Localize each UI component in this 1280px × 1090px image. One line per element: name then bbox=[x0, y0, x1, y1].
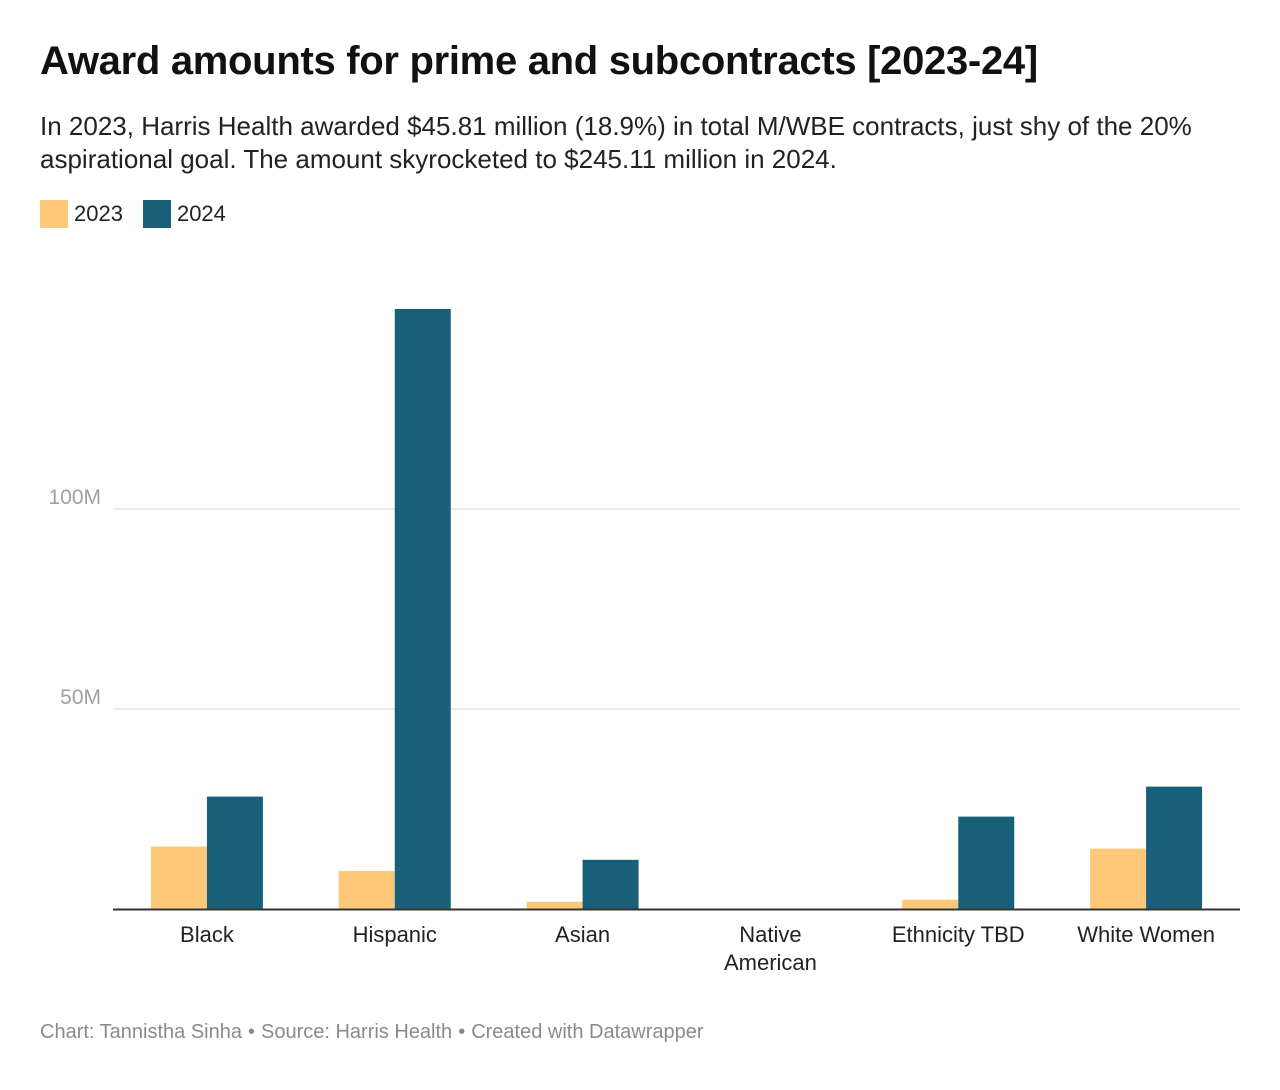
y-tick-label: 100M bbox=[48, 486, 101, 509]
x-tick-label: Ethnicity TBD bbox=[892, 922, 1025, 947]
legend-item-2023: 2023 bbox=[40, 200, 123, 228]
footer-credit: Chart: Tannistha Sinha bbox=[40, 1021, 242, 1043]
bar-2024-hispanic bbox=[394, 309, 451, 909]
bar-2023-white-women bbox=[1090, 848, 1147, 909]
legend-label-2023: 2023 bbox=[74, 201, 123, 226]
y-tick-label: 50M bbox=[60, 686, 101, 709]
legend-swatch-2023 bbox=[40, 200, 68, 228]
bar-2024-asian bbox=[582, 859, 639, 909]
bar-2023-asian bbox=[526, 901, 583, 909]
legend-item-2024: 2024 bbox=[142, 200, 226, 228]
footer-source: Source: Harris Health bbox=[261, 1021, 453, 1043]
footer-tool: Created with Datawrapper bbox=[471, 1021, 704, 1043]
legend-swatch-2024 bbox=[142, 200, 171, 228]
x-tick-label: Native American bbox=[724, 922, 817, 975]
x-tick-label: Asian bbox=[555, 922, 610, 947]
footer-separator: • bbox=[458, 1021, 466, 1043]
chart-title: Award amounts for prime and subcontracts… bbox=[40, 39, 1038, 83]
bar-2024-black bbox=[206, 796, 263, 909]
chart-footer: Chart: Tannistha Sinha • Source: Harris He… bbox=[40, 1021, 704, 1044]
bar-2024-white-women bbox=[1146, 786, 1203, 909]
x-tick-label: Hispanic bbox=[353, 922, 437, 947]
legend: 2023 2024 bbox=[40, 200, 246, 228]
bar-2023-hispanic bbox=[338, 871, 395, 909]
x-tick-label: White Women bbox=[1077, 922, 1215, 947]
bar-2024-ethnicity-tbd bbox=[958, 816, 1015, 909]
bar-2023-ethnicity-tbd bbox=[902, 899, 959, 909]
legend-label-2024: 2024 bbox=[176, 201, 226, 226]
bar-2023-black bbox=[150, 846, 207, 909]
footer-separator: • bbox=[247, 1021, 255, 1043]
bar-chart: 50M 100M Black Hispanic Asian Native American E… bbox=[48, 309, 1240, 975]
chart-subtitle: In 2023, Harris Health awarded $45.81 mi… bbox=[40, 111, 1192, 174]
x-tick-label: Black bbox=[180, 922, 235, 947]
